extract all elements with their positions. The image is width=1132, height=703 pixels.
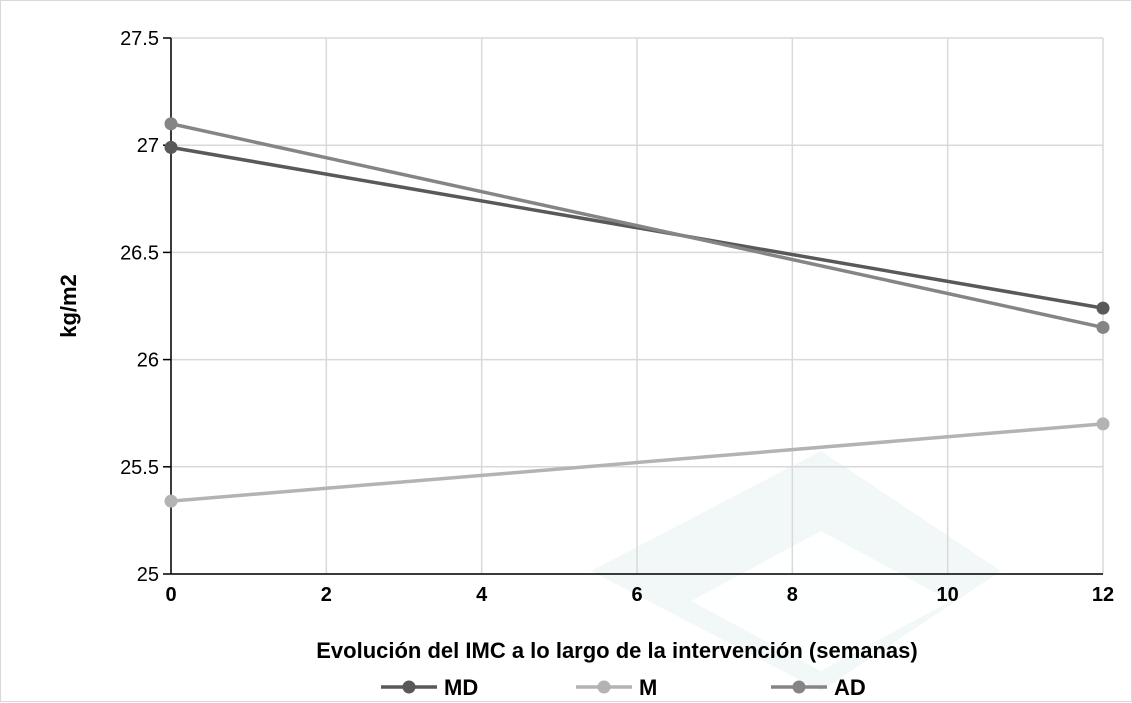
legend-marker-ad bbox=[792, 680, 806, 694]
x-tick-label: 8 bbox=[787, 584, 798, 606]
x-tick-label: 10 bbox=[937, 584, 959, 606]
x-tick-label: 0 bbox=[165, 584, 176, 606]
y-tick-label: 27 bbox=[137, 135, 159, 157]
grid-lines bbox=[170, 37, 1104, 575]
y-tick-label: 26 bbox=[137, 350, 159, 372]
data-point-ad bbox=[1096, 320, 1110, 334]
tick-labels: 25 25.5 26 26.5 27 27.5 0 2 4 6 8 10 12 bbox=[120, 28, 1114, 606]
legend-marker-md bbox=[402, 680, 416, 694]
data-point-ad bbox=[164, 117, 178, 131]
legend: MD M AD bbox=[381, 675, 866, 700]
x-axis-title: Evolución del IMC a lo largo de la inter… bbox=[316, 638, 917, 663]
series-line-md bbox=[170, 145, 1104, 310]
watermark-inner-shape bbox=[691, 531, 951, 671]
legend-label-m: M bbox=[639, 675, 657, 700]
y-tick-label: 27.5 bbox=[120, 28, 159, 50]
series-lines bbox=[164, 117, 1110, 508]
x-tick-label: 2 bbox=[321, 584, 332, 606]
x-tick-label: 6 bbox=[631, 584, 642, 606]
legend-label-ad: AD bbox=[834, 675, 866, 700]
legend-marker-m bbox=[597, 680, 611, 694]
y-tick-label: 25 bbox=[137, 564, 159, 586]
data-point-m bbox=[1096, 417, 1110, 431]
watermark bbox=[591, 451, 1001, 691]
axes bbox=[163, 37, 1103, 575]
y-tick-label: 25.5 bbox=[120, 457, 159, 479]
legend-label-md: MD bbox=[444, 675, 478, 700]
data-point-md bbox=[1096, 301, 1110, 315]
data-point-md bbox=[164, 140, 178, 154]
x-tick-label: 4 bbox=[476, 584, 488, 606]
series-line-ad bbox=[170, 122, 1104, 330]
data-point-m bbox=[164, 494, 178, 508]
x-tick-label: 12 bbox=[1092, 584, 1114, 606]
series-line-m bbox=[170, 422, 1104, 503]
y-tick-label: 26.5 bbox=[120, 242, 159, 264]
y-axis-title: kg/m2 bbox=[56, 274, 81, 338]
